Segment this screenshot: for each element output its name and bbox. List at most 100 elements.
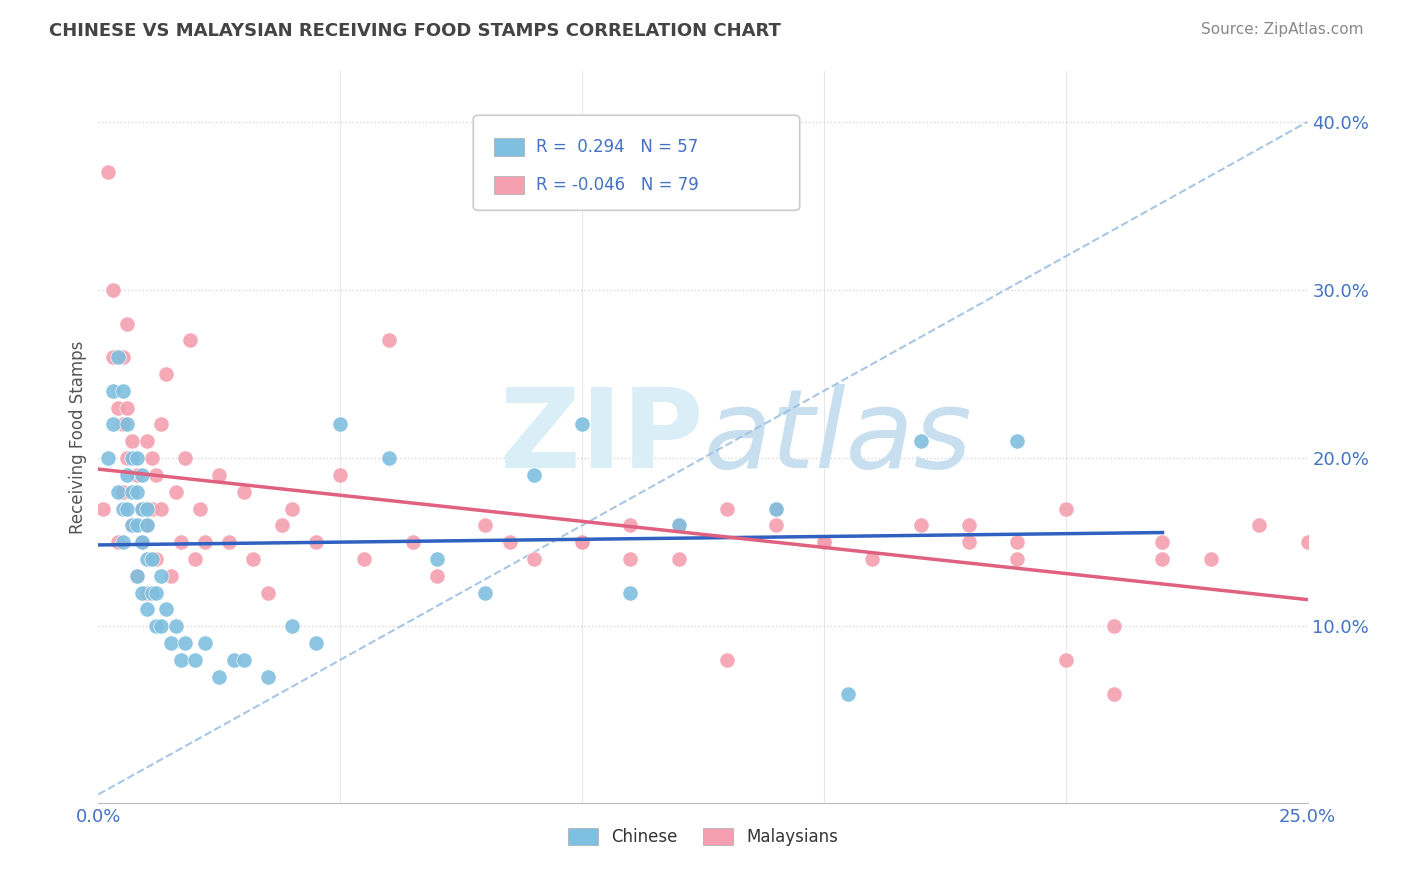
Point bbox=[571, 535, 593, 549]
Point bbox=[1152, 552, 1174, 566]
Y-axis label: Receiving Food Stamps: Receiving Food Stamps bbox=[69, 341, 87, 533]
Text: atlas: atlas bbox=[703, 384, 972, 491]
Point bbox=[1249, 518, 1271, 533]
Point bbox=[107, 401, 129, 415]
Point bbox=[111, 417, 134, 432]
Point bbox=[619, 518, 641, 533]
Point bbox=[256, 585, 278, 599]
Point bbox=[860, 552, 883, 566]
Point bbox=[179, 334, 201, 348]
Point bbox=[474, 585, 496, 599]
Point bbox=[716, 501, 738, 516]
Point bbox=[101, 283, 124, 297]
Point bbox=[145, 552, 167, 566]
Point bbox=[135, 552, 157, 566]
Point bbox=[155, 367, 177, 381]
Point bbox=[1007, 535, 1029, 549]
Point bbox=[523, 552, 546, 566]
Point bbox=[837, 686, 859, 700]
Point bbox=[188, 501, 211, 516]
Point bbox=[121, 518, 143, 533]
Point bbox=[150, 569, 173, 583]
Point bbox=[141, 451, 163, 466]
Point bbox=[174, 451, 197, 466]
Point bbox=[97, 451, 120, 466]
Point bbox=[150, 501, 173, 516]
Point bbox=[474, 518, 496, 533]
Point bbox=[813, 535, 835, 549]
FancyBboxPatch shape bbox=[494, 138, 524, 156]
Point bbox=[619, 585, 641, 599]
Point bbox=[329, 467, 352, 482]
Point bbox=[97, 165, 120, 179]
Point bbox=[271, 518, 294, 533]
Point bbox=[571, 417, 593, 432]
Point bbox=[127, 467, 149, 482]
Point bbox=[131, 535, 153, 549]
Point bbox=[91, 501, 114, 516]
Point bbox=[402, 535, 425, 549]
Point bbox=[121, 518, 143, 533]
Point bbox=[957, 518, 980, 533]
Point bbox=[1054, 653, 1077, 667]
Point bbox=[256, 670, 278, 684]
Point bbox=[135, 518, 157, 533]
Point bbox=[169, 535, 191, 549]
Point bbox=[131, 501, 153, 516]
Point bbox=[813, 535, 835, 549]
Point bbox=[426, 552, 449, 566]
Point bbox=[111, 350, 134, 364]
Point bbox=[208, 670, 231, 684]
Point bbox=[184, 552, 207, 566]
Point bbox=[957, 535, 980, 549]
Point bbox=[117, 401, 139, 415]
Point bbox=[305, 535, 328, 549]
Point bbox=[498, 535, 520, 549]
Point bbox=[127, 569, 149, 583]
Point bbox=[329, 417, 352, 432]
Point bbox=[165, 484, 187, 499]
Point bbox=[131, 585, 153, 599]
Point bbox=[208, 467, 231, 482]
Point bbox=[1199, 552, 1222, 566]
Text: Source: ZipAtlas.com: Source: ZipAtlas.com bbox=[1201, 22, 1364, 37]
Point bbox=[127, 484, 149, 499]
Point bbox=[619, 552, 641, 566]
Point bbox=[135, 585, 157, 599]
Point bbox=[305, 636, 328, 650]
Point bbox=[377, 451, 399, 466]
Point bbox=[101, 417, 124, 432]
FancyBboxPatch shape bbox=[494, 176, 524, 194]
Point bbox=[117, 317, 139, 331]
Legend: Chinese, Malaysians: Chinese, Malaysians bbox=[561, 822, 845, 853]
Point bbox=[169, 653, 191, 667]
Point bbox=[1007, 434, 1029, 449]
Point bbox=[218, 535, 240, 549]
Point bbox=[765, 518, 787, 533]
Point bbox=[571, 535, 593, 549]
Point bbox=[174, 636, 197, 650]
Point bbox=[222, 653, 245, 667]
Point bbox=[141, 585, 163, 599]
Point bbox=[111, 484, 134, 499]
Point bbox=[111, 384, 134, 398]
Point bbox=[1152, 535, 1174, 549]
Point bbox=[668, 518, 690, 533]
Point bbox=[107, 350, 129, 364]
Text: R =  0.294   N = 57: R = 0.294 N = 57 bbox=[536, 138, 699, 156]
Point bbox=[117, 417, 139, 432]
Point bbox=[150, 619, 173, 633]
Point bbox=[131, 501, 153, 516]
Point bbox=[1007, 552, 1029, 566]
Point bbox=[1102, 686, 1125, 700]
Point bbox=[1054, 501, 1077, 516]
Point bbox=[165, 619, 187, 633]
Point bbox=[131, 535, 153, 549]
Point bbox=[145, 619, 167, 633]
Point bbox=[121, 451, 143, 466]
Text: CHINESE VS MALAYSIAN RECEIVING FOOD STAMPS CORRELATION CHART: CHINESE VS MALAYSIAN RECEIVING FOOD STAM… bbox=[49, 22, 782, 40]
Point bbox=[194, 636, 217, 650]
Point bbox=[107, 484, 129, 499]
Point bbox=[127, 451, 149, 466]
Point bbox=[523, 467, 546, 482]
